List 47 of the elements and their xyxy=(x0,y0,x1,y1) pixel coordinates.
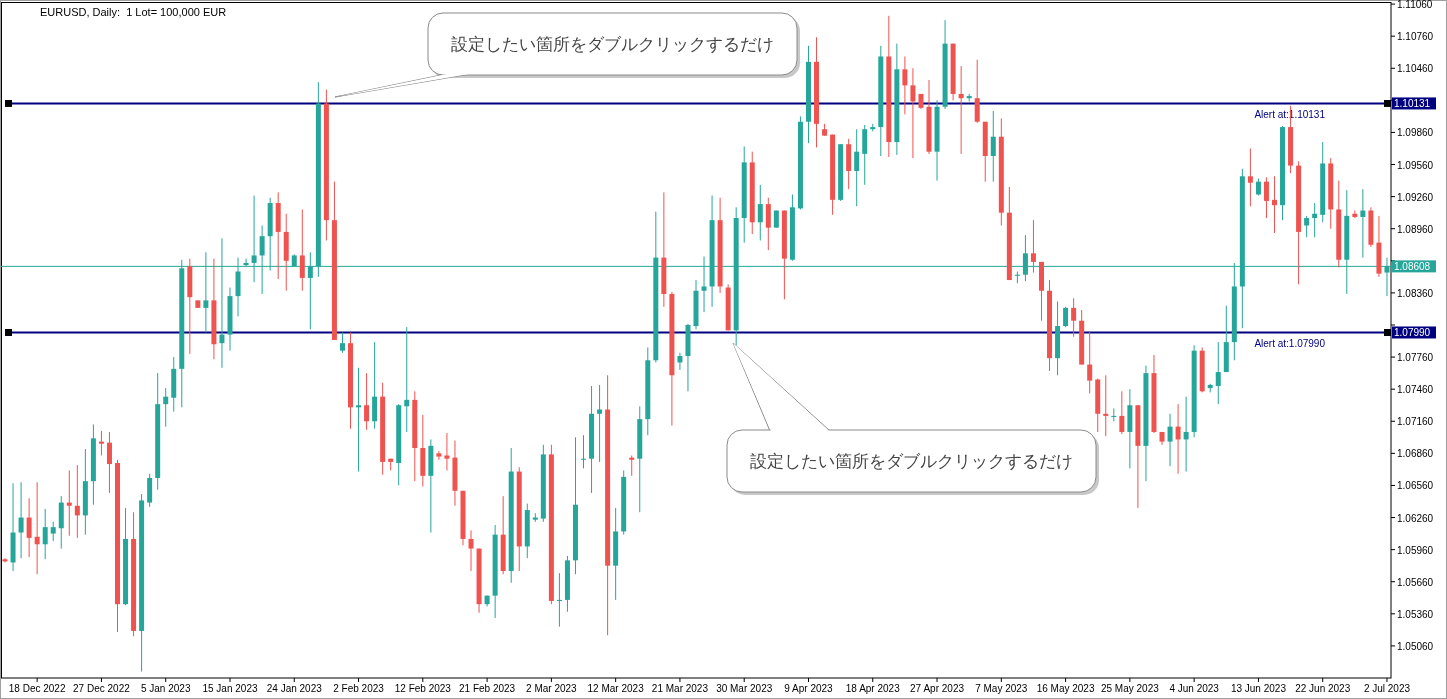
y-tick-label: 1.10131 xyxy=(1394,98,1431,110)
y-tick-label: 1.10460 xyxy=(1397,63,1434,75)
x-tick-label: 2 Feb 2023 xyxy=(333,683,385,694)
y-tick-label: 1.07160 xyxy=(1397,416,1434,428)
y-tick-label: 1.08608 xyxy=(1394,261,1431,273)
y-tick-label: 1.10760 xyxy=(1397,31,1434,43)
x-tick-label: 2 Mar 2023 xyxy=(526,683,578,694)
y-tick-label: 1.05960 xyxy=(1397,544,1434,556)
y-tick-label: 1.05060 xyxy=(1397,640,1434,652)
y-tick-label: 1.05360 xyxy=(1397,608,1434,620)
annotation: 設定したい箇所をダブルクリックするだけ xyxy=(451,35,774,54)
x-tick-label: 27 Dec 2022 xyxy=(73,683,131,694)
y-tick-label: 1.06260 xyxy=(1397,512,1434,524)
x-tick-label: 16 May 2023 xyxy=(1036,683,1095,694)
x-tick-label: 9 Apr 2023 xyxy=(784,683,834,694)
y-tick-label: 1.07760 xyxy=(1397,352,1434,364)
x-tick-label: 18 Dec 2022 xyxy=(8,683,66,694)
x-tick-label: 21 Mar 2023 xyxy=(651,683,709,694)
y-tick-label: 1.06560 xyxy=(1397,480,1434,492)
x-tick-label: 24 Jan 2023 xyxy=(266,683,323,694)
x-tick-label: 12 Feb 2023 xyxy=(394,683,452,694)
y-tick-label: 1.07990 xyxy=(1394,327,1431,339)
y-tick-label: 1.07460 xyxy=(1397,384,1434,396)
x-tick-label: 2 Jul 2023 xyxy=(1363,683,1411,694)
x-tick-label: 13 Jun 2023 xyxy=(1230,683,1287,694)
y-tick-label: 1.08960 xyxy=(1397,223,1434,235)
x-tick-label: 18 Apr 2023 xyxy=(845,683,901,694)
x-tick-label: 30 Mar 2023 xyxy=(716,683,773,694)
y-tick-label: 1.09860 xyxy=(1397,127,1434,139)
ref-line-label: Alert at:1.07990 xyxy=(1254,338,1326,350)
x-tick-label: 5 Jan 2023 xyxy=(140,683,191,694)
x-tick-label: 27 Apr 2023 xyxy=(910,683,965,694)
x-tick-label: 4 Jun 2023 xyxy=(1169,683,1220,694)
chart-title: EURUSD, Daily: 1 Lot= 100,000 EUR xyxy=(40,6,227,18)
y-tick-label: 1.08360 xyxy=(1397,287,1434,299)
y-tick-label: 1.09260 xyxy=(1397,191,1434,203)
y-tick-label: 1.05660 xyxy=(1397,576,1434,588)
y-tick-label: 1.11060 xyxy=(1397,0,1433,11)
x-tick-label: 22 Jun 2023 xyxy=(1295,683,1351,694)
y-tick-label: 1.09560 xyxy=(1397,159,1434,171)
y-tick-label: 1.06860 xyxy=(1397,448,1434,460)
annotation: 設定したい箇所をダブルクリックするだけ xyxy=(750,452,1073,471)
x-tick-label: 12 Mar 2023 xyxy=(587,683,645,694)
x-tick-label: 7 May 2023 xyxy=(975,683,1028,694)
x-tick-label: 15 Jan 2023 xyxy=(202,683,258,694)
x-tick-label: 21 Feb 2023 xyxy=(459,683,516,694)
x-tick-label: 25 May 2023 xyxy=(1100,683,1160,694)
